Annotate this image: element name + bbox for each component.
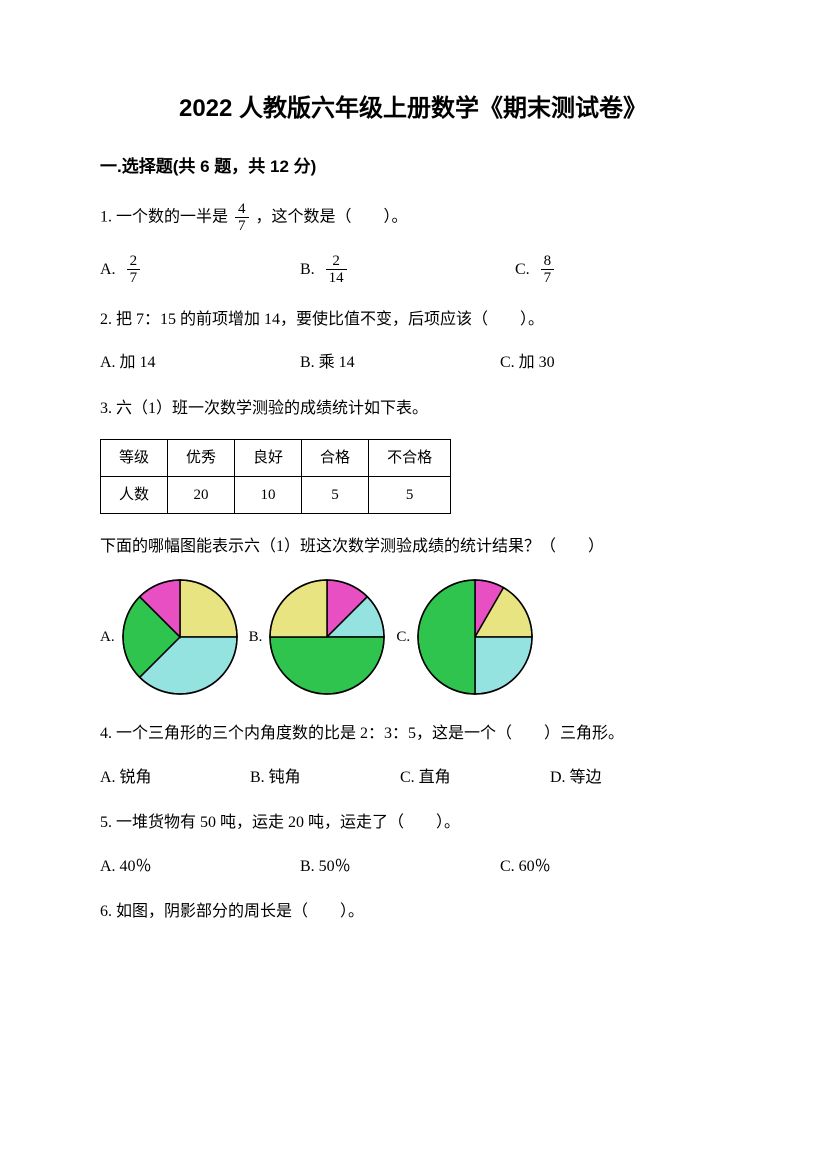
question-3: 3. 六（1）班一次数学测验的成绩统计如下表。 等级 优秀 良好 合格 不合格 … [100,396,726,696]
q4-options: A. 锐角 B. 钝角 C. 直角 D. 等边 [100,765,726,791]
q2-text: 2. 把 7：15 的前项增加 14，要使比值不变，后项应该（ ）。 [100,307,726,333]
q2-opt-a: A. 加 14 [100,350,300,376]
q1-optc-den: 7 [541,270,555,287]
q2-opt-c: C. 加 30 [500,350,650,376]
q3-pie-c: C. [396,578,534,696]
q4-text: 4. 一个三角形的三个内角度数的比是 2：3：5，这是一个（ ）三角形。 [100,721,726,747]
q4-opt-b: B. 钝角 [250,765,400,791]
table-data-cell: 5 [302,477,369,514]
q2-opt-b: B. 乘 14 [300,350,500,376]
q3-pie-row: A. B. C. [100,578,726,696]
q1-frac-num: 4 [235,201,249,219]
q1-opt-c: C. 8 7 [515,253,665,287]
q1-optc-label: C. [515,257,530,283]
q1-optc-num: 8 [541,253,555,271]
q1-options: A. 2 7 B. 2 14 C. 8 7 [100,253,726,287]
q1-optb-fraction: 2 14 [326,253,347,287]
q1-frac-den: 7 [235,218,249,235]
q1-optb-label: B. [300,257,315,283]
q5-opt-a: A. 40％ [100,854,300,880]
q3-pie-a: A. [100,578,239,696]
q5-opt-c: C. 60％ [500,854,650,880]
table-data-cell: 5 [369,477,451,514]
table-header-cell: 等级 [101,440,168,477]
q4-opt-a: A. 锐角 [100,765,250,791]
section-header: 一.选择题(共 6 题，共 12 分) [100,153,726,180]
q1-opta-den: 7 [127,270,141,287]
q1-optb-num: 2 [326,253,347,271]
pie-chart-c [416,578,534,696]
q1-opt-b: B. 2 14 [300,253,515,287]
table-header-cell: 良好 [235,440,302,477]
q3-subtext: 下面的哪幅图能表示六（1）班这次数学测验成绩的统计结果？（ ） [100,534,726,560]
question-1: 1. 一个数的一半是 4 7 ，这个数是（ ）。 A. 2 7 B. 2 14 … [100,201,726,287]
q3-pie-b: B. [249,578,387,696]
table-data-cell: 20 [168,477,235,514]
q6-text: 6. 如图，阴影部分的周长是（ ）。 [100,899,726,925]
q3-text: 3. 六（1）班一次数学测验的成绩统计如下表。 [100,396,726,422]
q1-opta-label: A. [100,257,116,283]
table-header-row: 等级 优秀 良好 合格 不合格 [101,440,451,477]
q1-pre: 1. 一个数的一半是 [100,208,228,225]
table-header-cell: 不合格 [369,440,451,477]
q4-opt-c: C. 直角 [400,765,550,791]
pie-chart-b [268,578,386,696]
q3-label-b: B. [249,625,263,649]
q5-text: 5. 一堆货物有 50 吨，运走 20 吨，运走了（ ）。 [100,810,726,836]
q2-options: A. 加 14 B. 乘 14 C. 加 30 [100,350,726,376]
q3-label-a: A. [100,625,115,649]
q4-opt-d: D. 等边 [550,765,700,791]
q5-options: A. 40％ B. 50％ C. 60％ [100,854,726,880]
question-2: 2. 把 7：15 的前项增加 14，要使比值不变，后项应该（ ）。 A. 加 … [100,307,726,376]
q1-opta-fraction: 2 7 [127,253,141,287]
page-title: 2022 人教版六年级上册数学《期末测试卷》 [100,90,726,128]
question-4: 4. 一个三角形的三个内角度数的比是 2：3：5，这是一个（ ）三角形。 A. … [100,721,726,790]
q5-opt-b: B. 50％ [300,854,500,880]
table-header-cell: 优秀 [168,440,235,477]
table-data-row: 人数 20 10 5 5 [101,477,451,514]
question-6: 6. 如图，阴影部分的周长是（ ）。 [100,899,726,925]
q1-opta-num: 2 [127,253,141,271]
q1-fraction: 4 7 [235,201,249,235]
q3-table: 等级 优秀 良好 合格 不合格 人数 20 10 5 5 [100,439,451,514]
q1-optc-fraction: 8 7 [541,253,555,287]
table-data-cell: 人数 [101,477,168,514]
q1-text: 1. 一个数的一半是 4 7 ，这个数是（ ）。 [100,201,726,235]
q1-opt-a: A. 2 7 [100,253,300,287]
pie-chart-a [121,578,239,696]
q1-post: ，这个数是（ ）。 [256,208,408,225]
q3-label-c: C. [396,625,410,649]
table-header-cell: 合格 [302,440,369,477]
question-5: 5. 一堆货物有 50 吨，运走 20 吨，运走了（ ）。 A. 40％ B. … [100,810,726,879]
table-data-cell: 10 [235,477,302,514]
q1-optb-den: 14 [326,270,347,287]
